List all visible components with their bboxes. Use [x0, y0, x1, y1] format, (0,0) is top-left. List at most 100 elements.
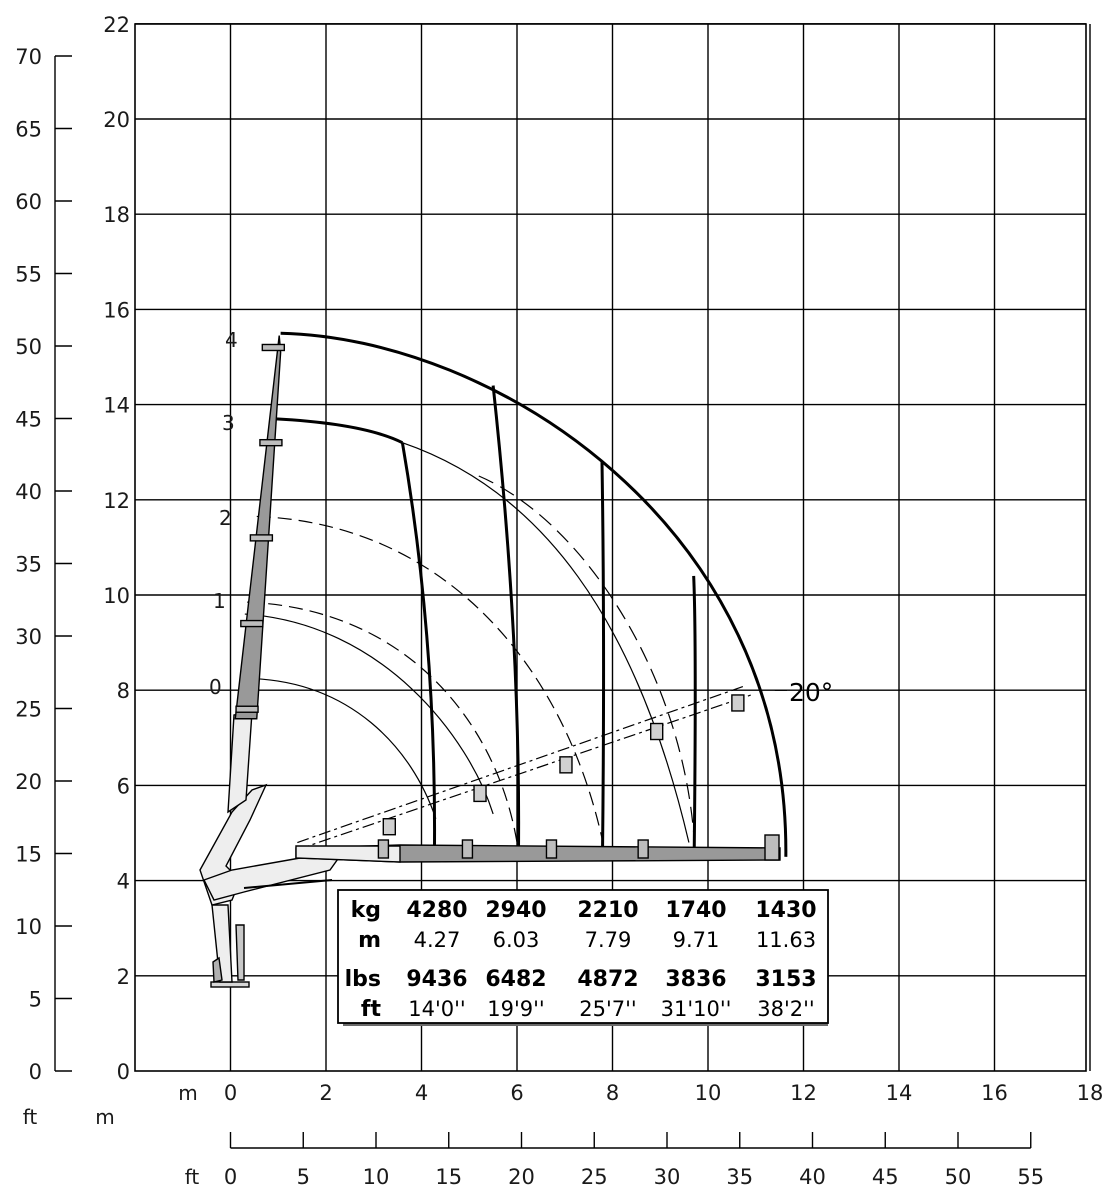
- boom-position-label: 0: [209, 675, 222, 699]
- boom-position-labels: 0 1 2 3 4: [209, 328, 238, 699]
- load-table-value: 31'10'': [661, 997, 732, 1021]
- ft-tick-label: 40: [15, 480, 42, 504]
- load-table-value: 1430: [755, 898, 816, 923]
- x-tick-label-m: 16: [981, 1081, 1008, 1105]
- ft-distance-tick-label: 0: [224, 1165, 237, 1189]
- load-table-unit: kg: [351, 898, 381, 923]
- dashed-arc-3: [478, 475, 695, 834]
- crane-boom-hook: [240, 619, 264, 628]
- y-tick-label-m: 20: [103, 108, 130, 132]
- load-curves: [244, 331, 788, 857]
- ft-tick-label: 70: [15, 45, 42, 69]
- load-table-unit: lbs: [345, 967, 381, 992]
- ft-tick-label: 45: [15, 408, 42, 432]
- thin-arc-1b: [244, 613, 494, 815]
- ft-distance-tick-label: 50: [945, 1165, 972, 1189]
- load-table-value: 3836: [665, 967, 726, 992]
- crane-outer-boom-arm: [203, 855, 342, 901]
- crane-horizontal-base-section: [295, 845, 401, 863]
- ft-tick-label: 25: [15, 698, 42, 722]
- ft-distance-tick-label: 5: [297, 1165, 310, 1189]
- load-table-value: 3153: [755, 967, 816, 992]
- ft-tick-label: 20: [15, 770, 42, 794]
- load-table-value: 38'2'': [757, 997, 814, 1021]
- ft-tick-label: 65: [15, 118, 42, 142]
- thin-arc-0: [247, 677, 437, 819]
- crane-horizontal-hook: [377, 839, 390, 859]
- reach-line: [400, 442, 437, 857]
- y-tick-label-m: 0: [117, 1060, 130, 1084]
- load-table-value: 6482: [485, 967, 546, 992]
- crane-boom-hook: [259, 438, 283, 447]
- ft-distance-tick-label: 20: [508, 1165, 535, 1189]
- boom-position-label: 2: [219, 506, 232, 530]
- load-table-value: 14'0'': [408, 997, 465, 1021]
- crane-cylinder: [243, 879, 333, 889]
- crane-horizontal-hook: [461, 839, 474, 859]
- ft-distance-tick-label: 15: [435, 1165, 462, 1189]
- crane-angled-hook: [650, 722, 664, 741]
- ft-height-axis: 0 5 10 15 20 25 30 35 40 45 50 55 60 65 70: [15, 45, 72, 1084]
- ft-distance-tick-label: 45: [872, 1165, 899, 1189]
- load-table-unit: ft: [361, 997, 382, 1022]
- x-m-unit-label: m: [178, 1081, 197, 1105]
- y-tick-label-m: 10: [103, 584, 130, 608]
- load-table-value: 9436: [406, 967, 467, 992]
- x-tick-label-m: 2: [319, 1081, 332, 1105]
- reach-line: [600, 461, 606, 857]
- y-tick-label-m: 2: [117, 965, 130, 989]
- reach-line: [491, 385, 521, 857]
- dashed-arc-1: [247, 601, 518, 843]
- x-ft-unit-label: ft: [185, 1165, 200, 1189]
- crane-angled-hook: [382, 818, 396, 836]
- x-tick-label-m: 8: [606, 1081, 619, 1105]
- crane-boom-hook: [261, 343, 286, 352]
- crane-column: [211, 904, 233, 983]
- x-tick-label-m: 12: [790, 1081, 817, 1105]
- crane-angled-hook: [559, 756, 573, 774]
- dashed-arc-2: [256, 515, 604, 843]
- y-tick-label-m: 14: [103, 394, 130, 418]
- m-axis-unit-label: m: [95, 1105, 114, 1129]
- y-tick-label-m: 22: [103, 13, 130, 37]
- x-tick-label-m: 14: [886, 1081, 913, 1105]
- boom-position-label: 3: [222, 411, 235, 435]
- y-tick-label-m: 16: [103, 298, 130, 322]
- crane-ram: [235, 924, 245, 981]
- x-tick-label-m: 0: [224, 1081, 237, 1105]
- crane-telescope-vertical: [234, 335, 282, 720]
- load-table-value: 6.03: [493, 928, 540, 952]
- crane-drawing: [199, 335, 781, 988]
- load-table-value: 9.71: [673, 928, 720, 952]
- x-tick-label-m: 10: [695, 1081, 722, 1105]
- load-table-value: 4872: [577, 967, 638, 992]
- y-tick-label-m: 4: [117, 870, 130, 894]
- angle-label: 20°: [789, 678, 833, 707]
- ft-tick-label: 10: [15, 915, 42, 939]
- load-table-box: [337, 889, 829, 1024]
- ft-tick-label: 60: [15, 190, 42, 214]
- crane-horizontal-hook: [545, 839, 558, 859]
- y-tick-label-m: 12: [103, 489, 130, 513]
- reach-line: [692, 575, 697, 857]
- x-tick-label-m: 18: [1077, 1081, 1104, 1105]
- angle-line-upper: [297, 684, 747, 844]
- ft-axis-unit-label: ft: [23, 1105, 38, 1129]
- ft-tick-label: 0: [29, 1060, 42, 1084]
- load-table: kg 4280 2940 2210 1740 1430 m 4.27 6.03 7.79 9.71 1…: [337, 889, 829, 1026]
- thin-arc-3: [402, 442, 690, 843]
- angle-line-lower: [297, 694, 752, 851]
- load-table-value: 7.79: [585, 928, 632, 952]
- load-table-value: 4280: [406, 898, 467, 923]
- outer-envelope-curve: [280, 331, 788, 857]
- x-tick-label-m: 6: [510, 1081, 523, 1105]
- ft-tick-label: 50: [15, 335, 42, 359]
- crane-boom-tip: [764, 834, 780, 861]
- ft-distance-tick-label: 25: [581, 1165, 608, 1189]
- load-table-value: 4.27: [414, 928, 461, 952]
- crane-base-plate: [210, 981, 250, 988]
- ft-distance-tick-label: 30: [654, 1165, 681, 1189]
- ft-tick-label: 35: [15, 553, 42, 577]
